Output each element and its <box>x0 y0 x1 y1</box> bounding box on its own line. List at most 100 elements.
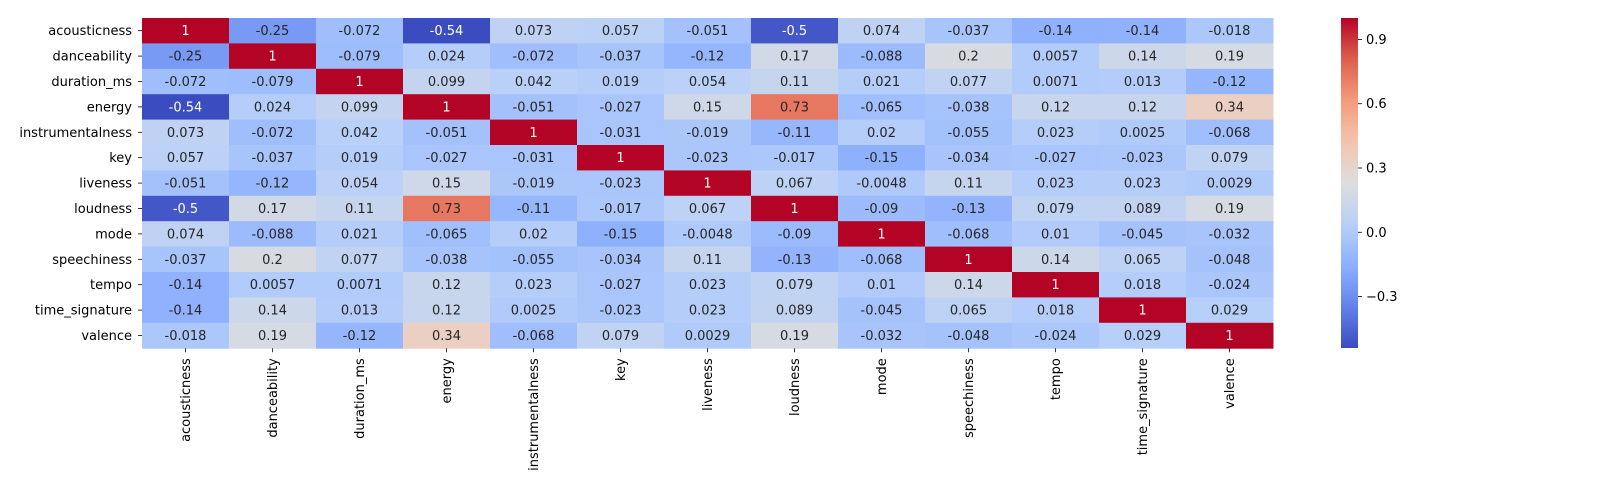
heatmap-cell-6-10 <box>1012 170 1100 197</box>
colorbar-tick-label-0: −0.3 <box>1366 290 1398 305</box>
heatmap-cell-10-9 <box>925 272 1013 298</box>
heatmap-cell-5-5 <box>577 145 665 171</box>
cell-value-label-11-11: 1 <box>1138 304 1146 319</box>
cell-value-label-7-5: -0.017 <box>600 202 642 217</box>
cell-value-label-3-4: -0.051 <box>513 100 555 115</box>
cell-value-label-0-5: 0.057 <box>602 24 639 39</box>
cell-value-label-6-6: 1 <box>703 177 711 192</box>
heatmap-cell-7-6 <box>664 195 752 222</box>
cell-value-label-7-10: 0.079 <box>1037 202 1074 217</box>
heatmap-cell-5-10 <box>1012 145 1100 171</box>
heatmap-cell-3-7 <box>751 94 839 121</box>
cell-value-label-10-0: -0.14 <box>169 278 203 293</box>
cell-value-label-4-9: -0.055 <box>948 126 990 141</box>
heatmap-cell-1-8 <box>838 43 926 70</box>
cell-value-label-11-7: 0.089 <box>776 304 813 319</box>
heatmap-cell-0-10 <box>1012 18 1100 44</box>
cell-value-label-4-7: -0.11 <box>778 126 812 141</box>
cell-value-label-2-5: 0.019 <box>602 75 639 90</box>
cell-value-label-4-3: -0.051 <box>426 126 468 141</box>
heatmap-cell-3-3 <box>403 94 491 121</box>
cell-value-label-6-7: 0.067 <box>776 177 813 192</box>
cell-value-label-8-4: 0.02 <box>519 227 548 242</box>
heatmap-cell-3-9 <box>925 94 1013 121</box>
cell-value-label-8-11: -0.045 <box>1122 227 1164 242</box>
cell-value-label-8-10: 0.01 <box>1041 227 1070 242</box>
cell-value-label-4-4: 1 <box>529 126 537 141</box>
y-tick-label-tempo: tempo <box>90 278 132 293</box>
cell-value-label-6-8: -0.0048 <box>856 177 906 192</box>
heatmap-cell-1-6 <box>664 43 752 70</box>
cell-value-label-2-3: 0.099 <box>428 75 465 90</box>
heatmap-cell-3-10 <box>1012 94 1100 121</box>
heatmap-cell-1-7 <box>751 43 839 70</box>
cell-value-label-4-11: 0.0025 <box>1120 126 1166 141</box>
heatmap-cell-0-7 <box>751 18 839 44</box>
cell-value-label-11-5: -0.023 <box>600 304 642 319</box>
heatmap-cell-9-7 <box>751 246 839 273</box>
cell-value-label-5-2: 0.019 <box>341 151 378 166</box>
cell-value-label-9-2: 0.077 <box>341 253 378 268</box>
y-tick-label-time_signature: time_signature <box>35 304 132 319</box>
y-tick-label-danceability: danceability <box>53 50 133 65</box>
cell-value-label-9-5: -0.034 <box>600 253 642 268</box>
heatmap-cell-2-4 <box>490 68 578 95</box>
cell-value-label-1-12: 0.19 <box>1215 50 1244 65</box>
cell-value-label-3-9: -0.038 <box>948 100 990 115</box>
cell-value-label-1-9: 0.2 <box>958 50 979 65</box>
heatmap-cell-7-3 <box>403 195 491 222</box>
heatmap-cell-4-2 <box>316 119 404 146</box>
cell-value-label-1-3: 0.024 <box>428 50 465 65</box>
y-tick-label-valence: valence <box>81 329 132 344</box>
cell-value-label-3-11: 0.12 <box>1128 100 1157 115</box>
cell-value-label-4-5: -0.031 <box>600 126 642 141</box>
y-tick-label-mode: mode <box>95 227 132 242</box>
heatmap-cell-2-3 <box>403 68 491 95</box>
heatmap-cell-11-11 <box>1099 297 1187 324</box>
y-tick-label-liveness: liveness <box>79 177 132 192</box>
heatmap-cell-6-8 <box>838 170 926 197</box>
cell-value-label-10-8: 0.01 <box>867 278 896 293</box>
cell-value-label-3-6: 0.15 <box>693 100 722 115</box>
cell-value-label-7-8: -0.09 <box>865 202 899 217</box>
colorbar-tick-label-4: 0.9 <box>1366 33 1387 48</box>
y-tick-label-acousticness: acousticness <box>48 24 132 39</box>
heatmap-cell-7-9 <box>925 195 1013 222</box>
heatmap-cell-2-10 <box>1012 68 1100 95</box>
cell-value-label-1-0: -0.25 <box>169 50 203 65</box>
x-tick-label-mode: mode <box>875 358 890 395</box>
x-tick-label-time_signature: time_signature <box>1136 358 1151 455</box>
heatmap-cell-0-0 <box>142 18 230 44</box>
heatmap-cell-12-10 <box>1012 322 1100 349</box>
heatmap-cell-12-11 <box>1099 322 1187 349</box>
heatmap-cells: 1 -0.25 -0.072 -0.54 0.073 0.057 -0.051 -0.5 0.0… <box>142 18 1274 349</box>
cell-value-label-7-0: -0.5 <box>173 202 198 217</box>
heatmap-cell-7-2 <box>316 195 404 222</box>
cell-value-label-11-3: 0.12 <box>432 304 461 319</box>
cell-value-label-7-7: 1 <box>790 202 798 217</box>
cell-value-label-5-4: -0.031 <box>513 151 555 166</box>
heatmap-cell-12-8 <box>838 322 926 349</box>
heatmap-cell-2-2 <box>316 68 404 95</box>
heatmap-cell-6-7 <box>751 170 839 197</box>
cell-value-label-11-8: -0.045 <box>861 304 903 319</box>
heatmap-cell-4-4 <box>490 119 578 146</box>
y-tick-label-loudness: loudness <box>74 202 132 217</box>
cell-value-label-9-8: -0.068 <box>861 253 903 268</box>
colorbar-tick-label-1: 0.0 <box>1366 226 1387 241</box>
cell-value-label-12-11: 0.029 <box>1124 329 1161 344</box>
cell-value-label-1-2: -0.079 <box>339 50 381 65</box>
heatmap-cell-3-1 <box>229 94 317 121</box>
cell-value-label-9-3: -0.038 <box>426 253 468 268</box>
heatmap-cell-11-7 <box>751 297 839 324</box>
heatmap-cell-2-11 <box>1099 68 1187 95</box>
heatmap-cell-2-6 <box>664 68 752 95</box>
cell-value-label-9-11: 0.065 <box>1124 253 1161 268</box>
cell-value-label-10-4: 0.023 <box>515 278 552 293</box>
heatmap-cell-10-2 <box>316 272 404 298</box>
cell-value-label-10-9: 0.14 <box>954 278 983 293</box>
cell-value-label-5-8: -0.15 <box>865 151 899 166</box>
cell-value-label-6-10: 0.023 <box>1037 177 1074 192</box>
cell-value-label-12-8: -0.032 <box>861 329 903 344</box>
